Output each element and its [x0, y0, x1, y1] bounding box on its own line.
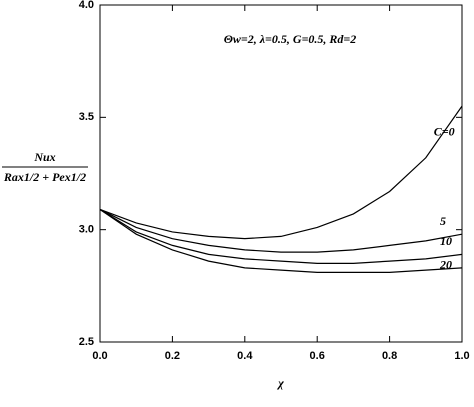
series-line [99, 208, 463, 273]
y-label-denominator: Rax1/2 + Pex1/2 [3, 170, 86, 184]
x-label: χ [276, 376, 284, 390]
x-tick-label: 1.0 [454, 350, 469, 362]
y-tick-label: 2.5 [79, 336, 94, 348]
y-tick-label: 3.0 [79, 224, 94, 236]
series-line [99, 105, 463, 240]
series-line [99, 208, 463, 253]
x-tick-label: 0.8 [382, 350, 397, 362]
series-label: 10 [440, 234, 452, 248]
plot-frame [99, 4, 463, 343]
y-label-numerator: Nux [33, 150, 55, 164]
series-label: C=0 [434, 125, 455, 139]
series-label: 5 [440, 214, 446, 228]
series-label: 20 [439, 258, 452, 272]
y-tick-label: 4.0 [79, 0, 94, 11]
series-line [99, 208, 463, 264]
x-tick-label: 0.6 [310, 350, 325, 362]
x-tick-label: 0.0 [92, 350, 107, 362]
annotation: Θw=2, λ=0.5, G=0.5, Rd=2 [224, 32, 357, 46]
y-tick-label: 3.5 [79, 111, 94, 123]
x-tick-label: 0.2 [165, 350, 180, 362]
x-tick-label: 0.4 [237, 350, 253, 362]
